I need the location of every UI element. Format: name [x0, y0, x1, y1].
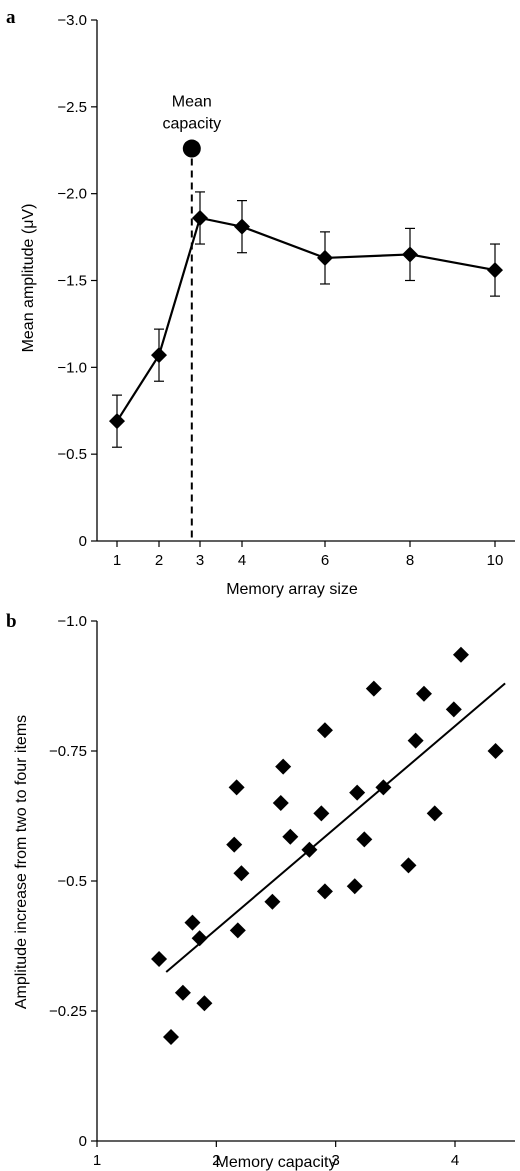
- regression-line: [165, 682, 506, 973]
- scatter-point: [228, 779, 245, 796]
- scatter-point: [313, 805, 330, 822]
- y-tick-label: −0.25: [49, 1003, 87, 1020]
- scatter-point: [349, 784, 366, 801]
- x-tick-label: 1: [93, 1152, 101, 1169]
- x-tick-label: 2: [155, 552, 163, 569]
- y-tick-label: −2.5: [57, 99, 87, 116]
- scatter-point: [445, 701, 462, 718]
- scatter-point: [282, 828, 299, 845]
- y-tick-label: −1.0: [57, 613, 87, 630]
- scatter-point: [162, 1029, 179, 1045]
- x-tick-label: 1: [113, 552, 121, 569]
- scatter-point: [272, 795, 289, 811]
- y-tick-label: −0.75: [49, 743, 87, 760]
- panel-b-points: [151, 646, 504, 1045]
- x-tick-label: 6: [321, 552, 329, 569]
- y-tick-label: −3.0: [57, 12, 87, 29]
- panel-a-x-axis-title: Memory array size: [226, 581, 358, 598]
- scatter-point: [346, 878, 363, 895]
- y-tick-label: −1.5: [57, 273, 87, 290]
- scatter-point: [301, 841, 318, 858]
- y-tick-label: −0.5: [57, 446, 87, 463]
- scatter-point: [407, 732, 424, 749]
- data-point: [192, 209, 208, 226]
- x-tick-label: 8: [406, 552, 414, 569]
- scatter-point: [229, 922, 246, 939]
- mean-capacity-label-line1: Mean: [172, 94, 212, 111]
- panel-a-series: [109, 191, 503, 448]
- x-tick-label: 2: [212, 1152, 220, 1169]
- mean-capacity-label-line2: capacity: [162, 116, 221, 133]
- mean-capacity-marker: [182, 139, 201, 158]
- x-tick-label: 3: [196, 552, 204, 569]
- scatter-point: [191, 930, 208, 947]
- panel-b-letter: b: [6, 611, 17, 632]
- x-tick-label: 4: [451, 1152, 459, 1169]
- panel-a-letter: a: [6, 7, 16, 28]
- panel-b-x-ticks: 1 2 3 4: [93, 1141, 459, 1169]
- scatter-point: [275, 758, 292, 775]
- scatter-point: [400, 857, 417, 874]
- data-point: [402, 246, 418, 263]
- panel-b-x-axis-title: Memory capacity: [216, 1154, 337, 1171]
- y-tick-label: 0: [79, 1133, 87, 1150]
- scatter-point: [226, 836, 243, 853]
- panel-b-y-ticks: 0 −0.25 −0.5 −0.75 −1.0: [49, 613, 97, 1150]
- y-tick-label: 0: [79, 533, 87, 550]
- scatter-point: [316, 722, 333, 739]
- scatter-point: [452, 646, 469, 663]
- scatter-point: [151, 951, 168, 967]
- x-tick-label: 4: [238, 552, 246, 569]
- panel-b-y-axis-title: Amplitude increase from two to four item…: [13, 715, 30, 1009]
- data-point: [234, 218, 250, 235]
- panel-b: b 0 −0.25 −0.5 −0.75 −1.0 1 2 3 4 Amplitude inc…: [6, 611, 515, 1171]
- scatter-point: [426, 805, 443, 822]
- x-tick-label: 3: [331, 1152, 339, 1169]
- panel-a: a 0 −0.5 −1.0 −1.5 −2.0 −2.5 −3.0 1 2 3 4 6 8 10 Mea…: [6, 7, 515, 598]
- data-point: [317, 249, 333, 266]
- data-point: [151, 347, 167, 364]
- data-point: [109, 413, 125, 430]
- data-point: [487, 262, 503, 279]
- scatter-point: [264, 893, 281, 910]
- scatter-point: [174, 984, 191, 1001]
- scatter-point: [365, 680, 382, 697]
- scatter-point: [487, 743, 504, 759]
- y-tick-label: −0.5: [57, 873, 87, 890]
- scatter-point: [184, 914, 201, 931]
- y-tick-label: −1.0: [57, 359, 87, 376]
- scatter-point: [196, 995, 213, 1012]
- panel-a-y-ticks: 0 −0.5 −1.0 −1.5 −2.0 −2.5 −3.0: [57, 12, 97, 550]
- panel-a-x-ticks: 1 2 3 4 6 8 10: [113, 541, 504, 569]
- scatter-point: [233, 865, 250, 882]
- series-line: [116, 216, 496, 422]
- y-tick-label: −2.0: [57, 186, 87, 203]
- scatter-point: [316, 883, 333, 900]
- scatter-point: [356, 831, 373, 848]
- scatter-point: [415, 685, 432, 702]
- panel-a-y-axis-title: Mean amplitude (μV): [20, 204, 37, 353]
- x-tick-label: 10: [487, 552, 504, 569]
- scatter-point: [375, 779, 392, 796]
